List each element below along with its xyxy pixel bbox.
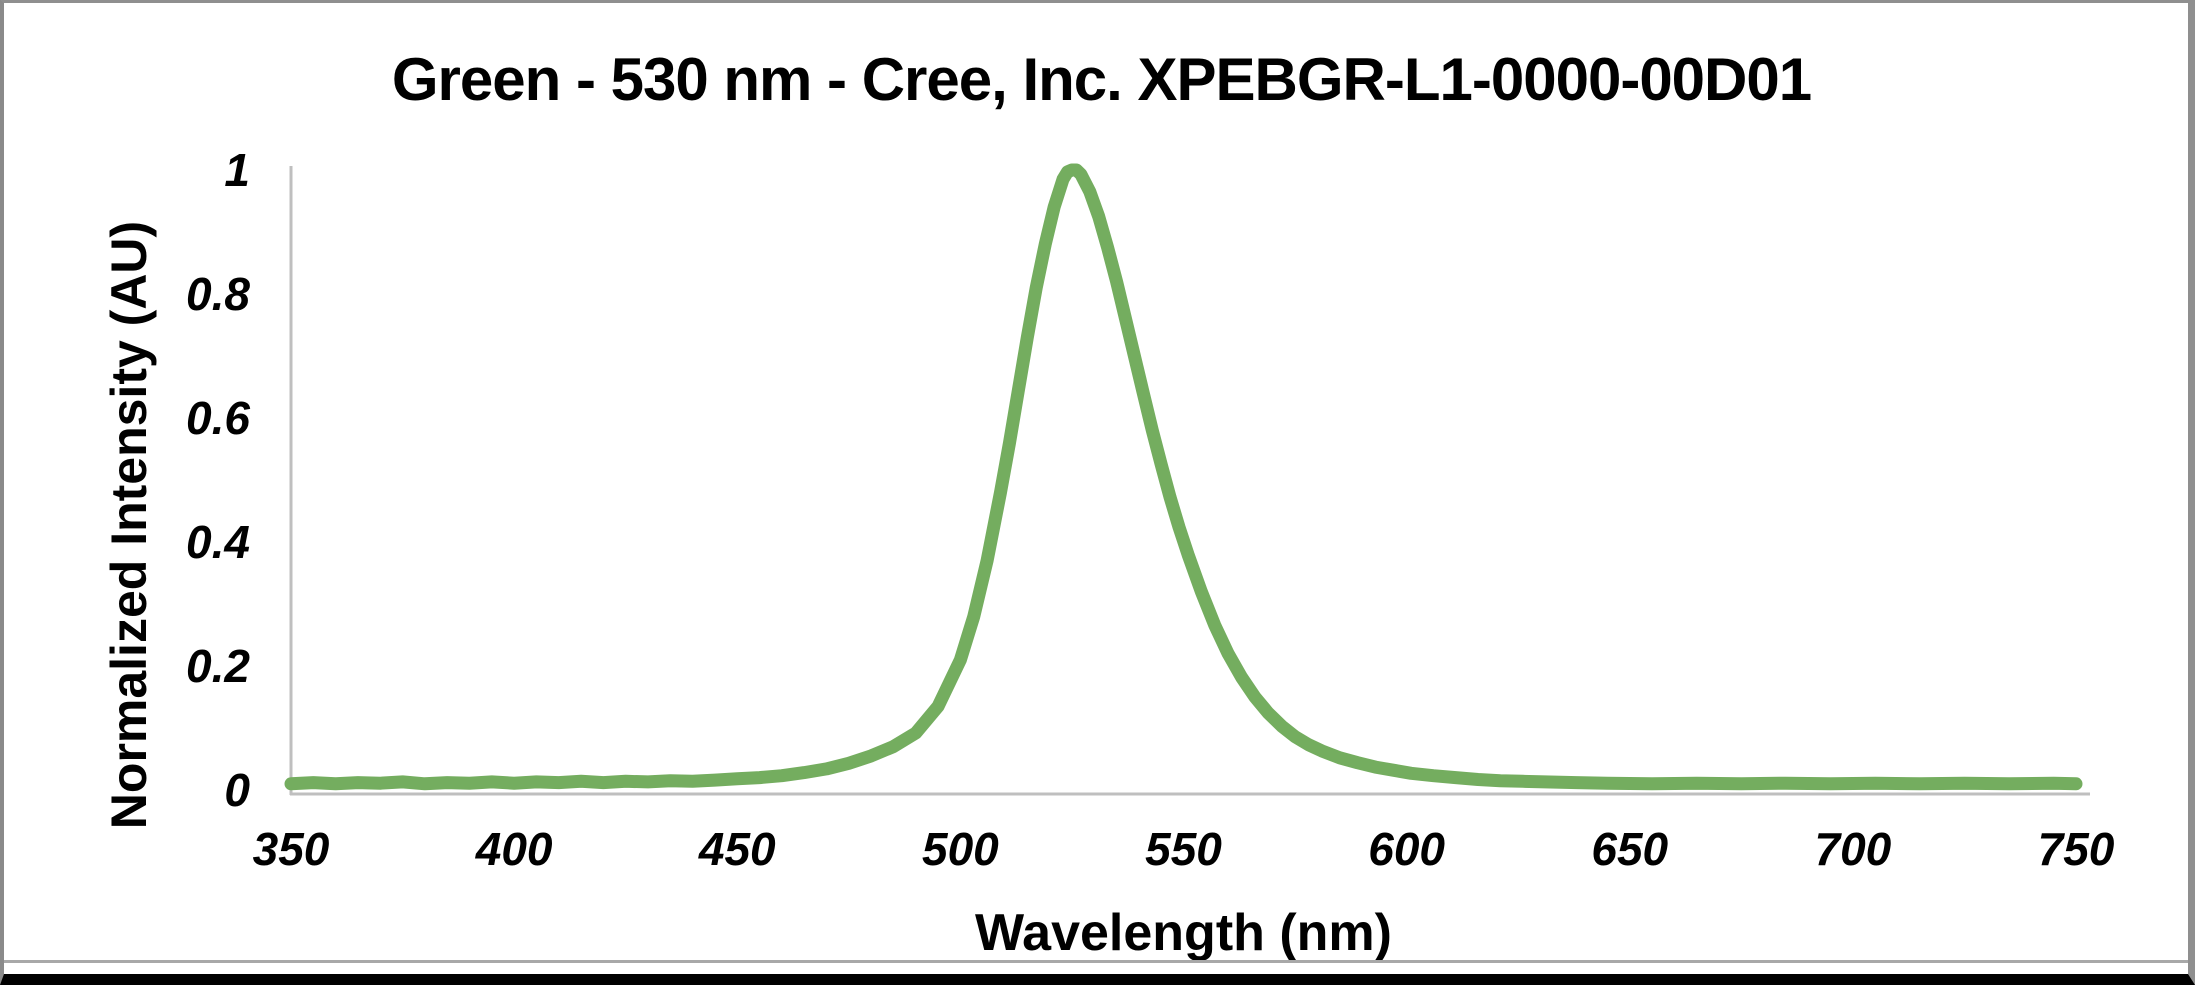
- x-tick-label: 750: [2037, 823, 2115, 875]
- frame-bottom-divider: [4, 960, 2188, 963]
- plot-area: [284, 163, 2090, 796]
- chart-title: Green - 530 nm - Cree, Inc. XPEBGR-L1-00…: [391, 46, 1812, 113]
- x-axis-title: Wavelength (nm): [975, 904, 1392, 962]
- y-tick-label: 0.8: [186, 268, 250, 320]
- x-tick-label: 400: [475, 823, 553, 875]
- x-tick-label: 500: [922, 823, 999, 875]
- y-tick-label: 1: [224, 144, 250, 196]
- y-tick-label: 0.2: [186, 640, 250, 692]
- y-tick-label: 0: [224, 764, 250, 816]
- x-tick-label: 700: [1814, 823, 1892, 875]
- y-tick-label: 0.4: [186, 516, 250, 568]
- x-tick-label: 550: [1145, 823, 1222, 875]
- x-tick-label: 650: [1591, 823, 1669, 875]
- y-tick-label: 0.6: [186, 392, 250, 444]
- x-tick-label: 350: [252, 823, 330, 875]
- x-tick-label: 450: [698, 823, 776, 875]
- x-tick-label: 600: [1368, 823, 1445, 875]
- spectrum-curve: [284, 163, 2083, 791]
